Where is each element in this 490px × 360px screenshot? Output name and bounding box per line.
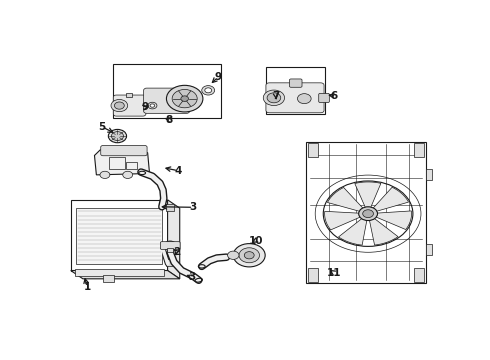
Polygon shape xyxy=(373,187,409,211)
Bar xyxy=(426,244,432,255)
Polygon shape xyxy=(95,150,149,175)
Text: 2: 2 xyxy=(173,247,181,257)
Bar xyxy=(267,67,325,114)
Circle shape xyxy=(202,86,215,95)
Polygon shape xyxy=(376,211,412,230)
Polygon shape xyxy=(324,211,360,230)
FancyBboxPatch shape xyxy=(290,79,302,87)
Circle shape xyxy=(148,102,157,109)
Circle shape xyxy=(172,90,197,108)
Circle shape xyxy=(123,171,133,179)
Circle shape xyxy=(359,207,377,221)
Circle shape xyxy=(150,104,155,107)
Circle shape xyxy=(233,244,265,267)
FancyBboxPatch shape xyxy=(266,83,324,113)
Circle shape xyxy=(167,85,203,112)
Text: 9: 9 xyxy=(215,72,221,82)
Circle shape xyxy=(108,129,126,143)
Polygon shape xyxy=(355,182,381,207)
Polygon shape xyxy=(327,188,363,211)
Bar xyxy=(166,204,174,211)
Text: 3: 3 xyxy=(189,273,196,283)
Bar xyxy=(74,269,164,276)
Text: 6: 6 xyxy=(330,91,338,101)
Circle shape xyxy=(205,88,212,93)
Circle shape xyxy=(245,252,254,259)
Text: 4: 4 xyxy=(174,166,182,176)
Bar xyxy=(308,268,318,282)
FancyBboxPatch shape xyxy=(160,242,180,249)
Circle shape xyxy=(164,241,176,250)
Text: 3: 3 xyxy=(190,202,197,212)
Circle shape xyxy=(239,248,260,263)
Polygon shape xyxy=(339,219,367,245)
Bar xyxy=(76,208,162,264)
Polygon shape xyxy=(369,219,398,245)
Circle shape xyxy=(181,96,189,102)
Bar xyxy=(167,248,173,252)
Circle shape xyxy=(100,171,110,179)
FancyBboxPatch shape xyxy=(101,145,147,156)
Text: 5: 5 xyxy=(98,122,106,132)
Circle shape xyxy=(111,99,128,112)
FancyBboxPatch shape xyxy=(113,95,146,116)
Bar xyxy=(308,143,318,157)
FancyBboxPatch shape xyxy=(318,93,329,103)
Text: 8: 8 xyxy=(166,115,173,125)
Bar xyxy=(415,143,424,157)
Polygon shape xyxy=(168,200,180,279)
Circle shape xyxy=(263,90,285,105)
Circle shape xyxy=(297,94,311,104)
Polygon shape xyxy=(71,270,180,279)
Text: 10: 10 xyxy=(248,235,263,246)
Bar xyxy=(306,141,426,283)
Circle shape xyxy=(114,102,124,109)
Bar xyxy=(109,157,124,169)
Bar xyxy=(166,260,174,266)
Circle shape xyxy=(267,93,281,103)
Circle shape xyxy=(363,210,373,217)
Polygon shape xyxy=(71,200,168,270)
Bar xyxy=(113,64,220,118)
Bar xyxy=(126,162,137,169)
Text: 9: 9 xyxy=(142,102,149,112)
Bar xyxy=(126,93,131,97)
FancyBboxPatch shape xyxy=(144,88,190,113)
Text: 1: 1 xyxy=(83,282,91,292)
Text: 11: 11 xyxy=(327,268,341,278)
Bar xyxy=(415,268,424,282)
Bar xyxy=(103,275,115,282)
Text: 7: 7 xyxy=(272,91,279,101)
Circle shape xyxy=(111,132,123,140)
Circle shape xyxy=(227,251,239,260)
Bar xyxy=(426,169,432,180)
